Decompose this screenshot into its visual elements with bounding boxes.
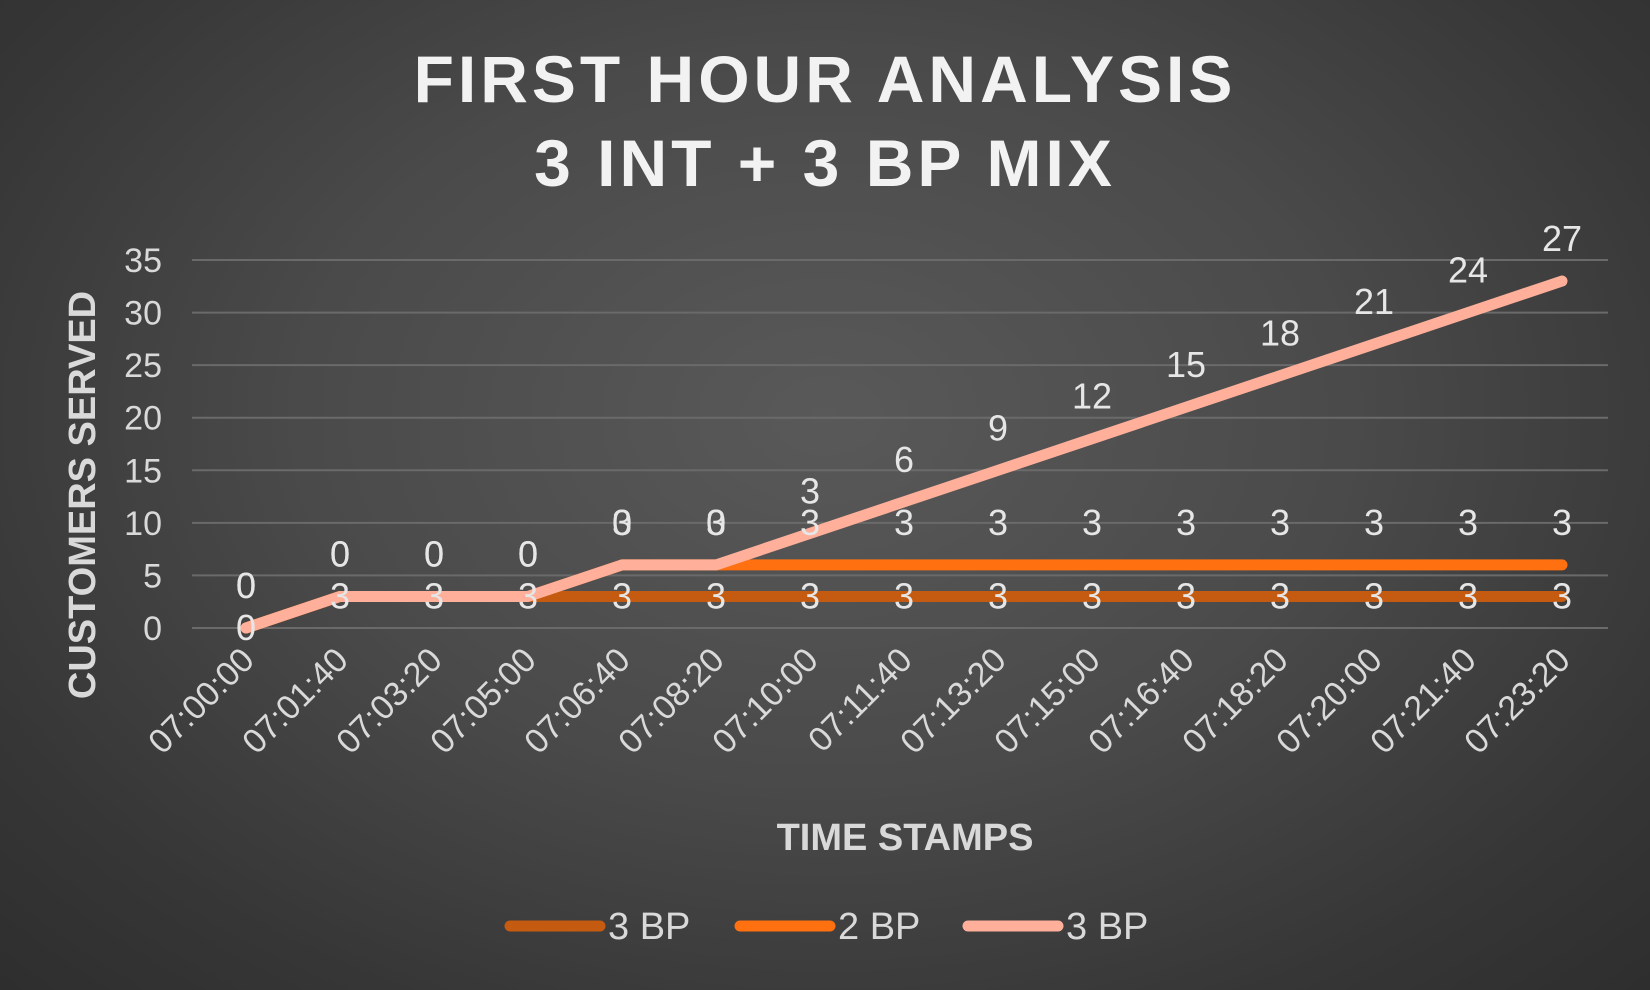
y-tick-label: 5 (143, 557, 162, 595)
y-tick-label: 10 (124, 505, 162, 543)
data-label: 0 (518, 533, 538, 574)
data-label: 3 (612, 575, 632, 616)
data-label: 0 (518, 533, 538, 574)
y-axis-ticks: 0 5 10 15 20 25 30 35 (124, 242, 162, 648)
legend-label: 2 BP (838, 906, 920, 948)
data-label: 18 (1260, 313, 1300, 354)
data-label: 12 (1072, 376, 1112, 417)
chart-subtitle: 3 INT + 3 BP MIX (534, 126, 1116, 200)
data-label: 3 (1552, 575, 1572, 616)
data-label: 24 (1448, 250, 1488, 291)
data-label: 6 (894, 439, 914, 480)
data-label: 3 (894, 502, 914, 543)
data-label: 9 (988, 407, 1008, 448)
data-label: 0 (612, 502, 632, 543)
data-label: 21 (1354, 281, 1394, 322)
data-label: 3 (1082, 575, 1102, 616)
data-label: 0 (236, 565, 256, 606)
data-label: 3 (424, 575, 444, 616)
data-label: 0 (424, 533, 444, 574)
data-label: 0 (236, 565, 256, 606)
data-label: 3 (1458, 502, 1478, 543)
data-label: 3 (1176, 575, 1196, 616)
data-label: 0 (424, 533, 444, 574)
data-labels: 03 3 3 3 3 3 3 3 3 3 3 3 3 300 0 03 3 3 3 3 3 3 3 3 3 300 0 00 03691… (236, 218, 1582, 648)
x-axis-ticks: 07:00:0007:01:4007:03:2007:05:0007:06:40… (141, 641, 1577, 761)
legend: 3 BP 2 BP 3 BP (504, 906, 1148, 948)
y-tick-label: 25 (124, 347, 162, 385)
data-label: 3 (518, 575, 538, 616)
data-label: 3 (988, 502, 1008, 543)
x-tick-label: 07:23:20 (1457, 641, 1577, 761)
data-label: 3 (894, 575, 914, 616)
data-label: 3 (1458, 575, 1478, 616)
y-tick-label: 0 (143, 610, 162, 648)
chart-title: FIRST HOUR ANALYSIS (414, 42, 1237, 116)
data-label: 0 (706, 502, 726, 543)
data-label: 3 (800, 470, 820, 511)
y-axis-title: CUSTOMERS SERVED (62, 291, 104, 699)
data-label: 3 (612, 502, 632, 543)
data-label: 3 (706, 575, 726, 616)
data-label: 3 (800, 575, 820, 616)
data-label: 3 (330, 575, 350, 616)
data-label: 27 (1542, 218, 1582, 259)
data-label: 3 (1082, 502, 1102, 543)
y-tick-label: 15 (124, 452, 162, 490)
series-lines (240, 275, 1568, 634)
data-label: 3 (1552, 502, 1572, 543)
legend-label: 3 BP (608, 906, 690, 948)
data-label: 0 (330, 533, 350, 574)
data-label: 0 (330, 533, 350, 574)
data-label: 3 (988, 575, 1008, 616)
legend-label: 3 BP (1066, 906, 1148, 948)
x-tick-label: 07:10:00 (705, 641, 825, 761)
y-tick-label: 20 (124, 400, 162, 438)
data-label: 3 (1176, 502, 1196, 543)
gridlines (192, 259, 1608, 629)
data-label: 3 (1270, 502, 1290, 543)
data-label: 3 (800, 502, 820, 543)
series-line-3 (240, 275, 1568, 634)
data-label: 0 (236, 607, 256, 648)
data-label: 3 (706, 502, 726, 543)
y-tick-label: 35 (124, 242, 162, 280)
data-label: 15 (1166, 344, 1206, 385)
data-label: 3 (1364, 575, 1384, 616)
x-axis-title: TIME STAMPS (777, 817, 1034, 859)
y-tick-label: 30 (124, 295, 162, 333)
data-label: 3 (1270, 575, 1290, 616)
data-label: 3 (1364, 502, 1384, 543)
